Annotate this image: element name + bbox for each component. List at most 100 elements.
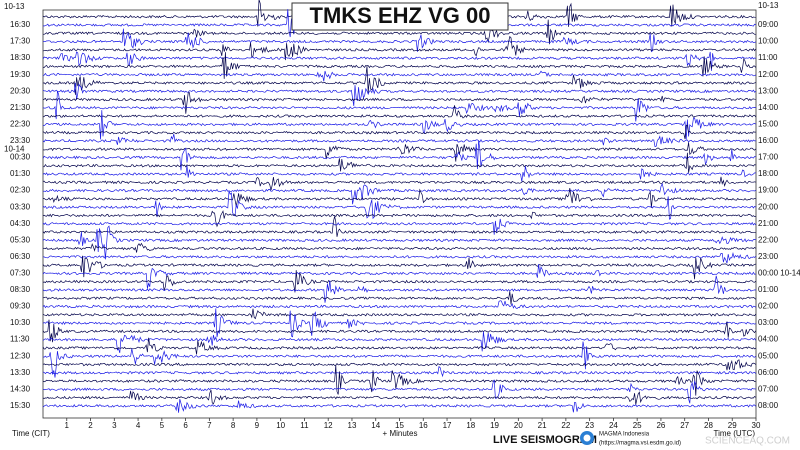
x-tick-label: 24 <box>609 421 618 430</box>
left-time-label: 21:30 <box>10 103 31 112</box>
left-time-label: 14:30 <box>10 384 31 393</box>
x-tick-label: 27 <box>680 421 689 430</box>
trace <box>42 337 756 355</box>
left-time-label: 20:30 <box>10 86 31 95</box>
trace <box>42 182 756 205</box>
left-time-label: 18:30 <box>10 53 31 62</box>
x-tick-label: 3 <box>112 421 117 430</box>
x-tick-label: 28 <box>704 421 713 430</box>
trace <box>42 105 757 119</box>
left-time-label: 23:30 <box>10 136 31 145</box>
left-time-label: 15:30 <box>10 401 31 410</box>
right-time-label: 07:00 <box>758 384 779 393</box>
x-tick-label: 20 <box>514 421 523 430</box>
x-tick-label: 25 <box>633 421 642 430</box>
x-tick-label: 5 <box>160 421 165 430</box>
title: TMKS EHZ VG 00 <box>310 3 491 28</box>
trace <box>42 308 756 338</box>
trace <box>42 210 756 228</box>
left-time-label: 13:30 <box>10 368 31 377</box>
trace <box>42 264 756 289</box>
x-tick-label: 15 <box>395 421 404 430</box>
trace <box>42 242 757 253</box>
org-url: (https://magma.vsi.esdm.go.id) <box>599 441 681 447</box>
right-time-label: 13:00 <box>758 86 779 95</box>
left-time-label: 19:30 <box>10 70 31 79</box>
trace <box>42 308 757 320</box>
left-time-label: 12:30 <box>10 351 31 360</box>
right-time-label: 09:00 <box>758 20 779 29</box>
x-tick-label: 1 <box>65 421 70 430</box>
trace <box>42 331 757 354</box>
left-time-label: 22:30 <box>10 119 31 128</box>
trace <box>42 359 757 371</box>
trace <box>42 66 756 95</box>
right-time-label: 12:00 <box>758 70 779 79</box>
watermark: SCIENCEAQ.COM <box>705 436 790 447</box>
trace <box>42 92 756 114</box>
plot-frame <box>42 9 757 419</box>
x-tick-label: 19 <box>490 421 499 430</box>
x-tick-label: 21 <box>538 421 547 430</box>
trace <box>42 275 756 303</box>
trace <box>42 35 757 61</box>
x-tick-label: 9 <box>255 421 260 430</box>
right-time-label: 23:00 <box>758 252 779 261</box>
right-time-label: 11:00 <box>758 53 778 62</box>
left-time-label: 00:30 <box>10 153 31 162</box>
trace <box>42 165 756 182</box>
trace <box>42 90 756 122</box>
x-tick-label: 18 <box>466 421 475 430</box>
trace <box>42 300 757 310</box>
trace <box>42 389 757 405</box>
trace <box>42 19 756 45</box>
left-time-label: 10:30 <box>10 318 31 327</box>
right-time-label: 01:00 <box>758 285 779 294</box>
x-tick-label: 29 <box>728 421 737 430</box>
trace <box>42 218 757 235</box>
right-time-label: 04:00 <box>758 335 779 344</box>
trace <box>42 255 756 280</box>
brand: LIVE SEISMOGRAM <box>493 434 597 446</box>
left-time-label: 06:30 <box>10 252 31 261</box>
trace <box>42 82 757 106</box>
right-axis-title: Time (UTC) <box>714 429 756 438</box>
trace <box>42 70 757 82</box>
trace <box>42 365 757 378</box>
right-time-label: 03:00 <box>758 318 779 327</box>
left-time-label: 16:30 <box>10 20 31 29</box>
trace <box>42 251 757 264</box>
trace <box>42 190 756 220</box>
trace <box>42 341 757 378</box>
logo-inner <box>583 434 591 442</box>
trace <box>42 152 756 173</box>
trace <box>42 124 756 140</box>
x-tick-label: 4 <box>136 421 141 430</box>
trace <box>42 319 757 343</box>
trace <box>42 51 756 71</box>
right-time-label: 08:00 <box>758 401 779 410</box>
left-time-label: 11:30 <box>10 335 30 344</box>
trace <box>42 270 757 293</box>
left-time-label: 08:30 <box>10 285 31 294</box>
trace <box>42 52 757 79</box>
trace <box>42 364 756 396</box>
x-tick-label: 14 <box>371 421 380 430</box>
left-time-label: 02:30 <box>10 186 31 195</box>
x-tick-label: 17 <box>443 421 452 430</box>
left-time-label: 03:30 <box>10 202 31 211</box>
trace <box>42 216 756 237</box>
x-tick-label: 6 <box>183 421 188 430</box>
x-tick-label: 7 <box>207 421 212 430</box>
trace <box>42 379 756 404</box>
right-time-label: 20:00 <box>758 202 779 211</box>
traces <box>42 0 757 413</box>
trace <box>42 28 757 53</box>
right-time-label: 21:00 <box>758 219 779 228</box>
right-date-label: 10-13 <box>758 1 779 10</box>
right-time-label: 18:00 <box>758 169 779 178</box>
trace <box>42 398 757 413</box>
x-tick-label: 11 <box>300 421 309 430</box>
left-time-label: 05:30 <box>10 235 31 244</box>
